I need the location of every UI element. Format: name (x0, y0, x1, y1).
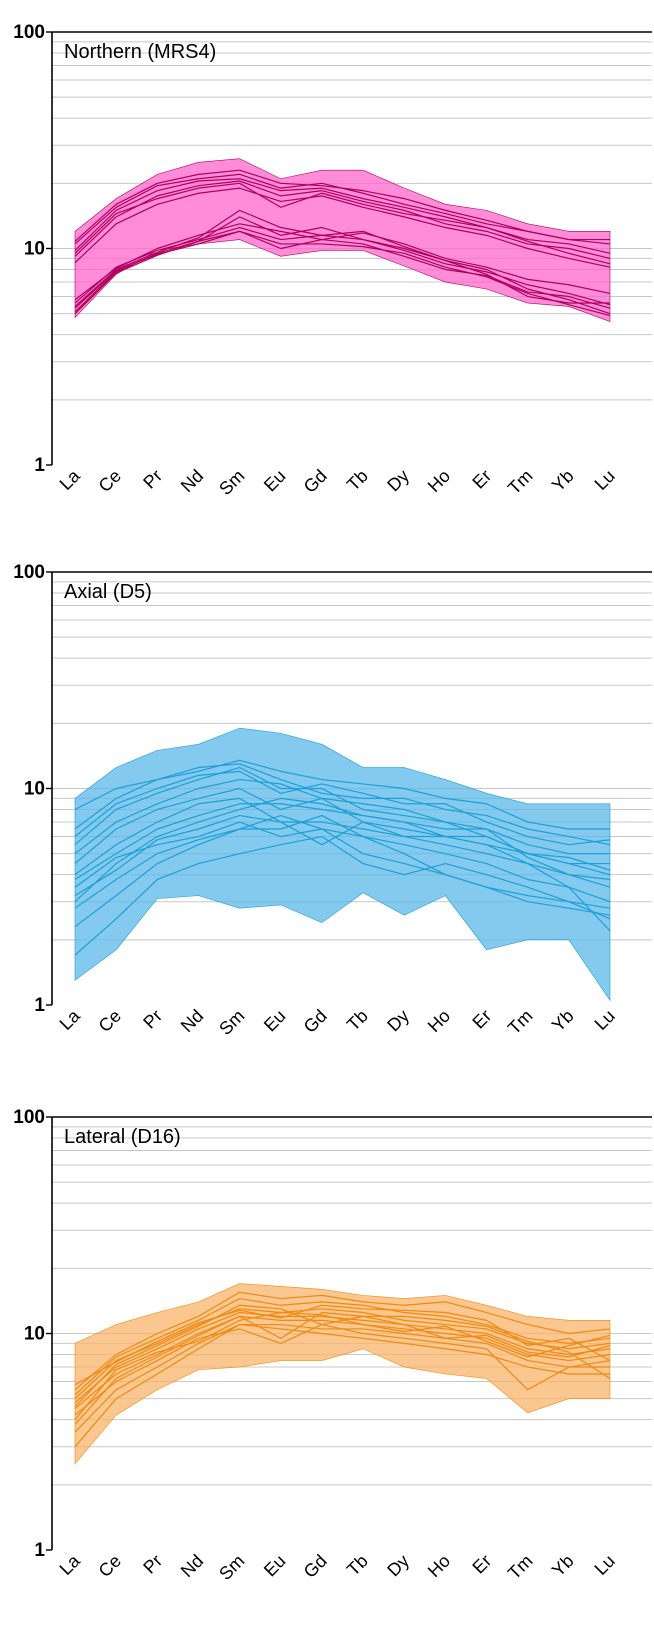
series-line-11 (74, 1304, 611, 1386)
x-tick-label: Tb (343, 1551, 372, 1580)
x-tick-label: Nd (177, 1551, 207, 1581)
y-tick-label: 1 (34, 1540, 45, 1561)
y-tick-label: 100 (13, 562, 45, 583)
x-tick-label: Gd (300, 466, 331, 497)
x-tick-label: Lu (591, 1006, 619, 1034)
series-line-1 (74, 766, 610, 855)
x-tick-label: Tm (504, 1006, 537, 1039)
range-band (74, 158, 611, 322)
series-line-9 (74, 1304, 611, 1407)
x-tick-label: La (56, 1550, 85, 1579)
series-line-5 (74, 182, 611, 265)
x-tick-label: Ho (424, 1551, 454, 1581)
series-line-10 (74, 1311, 611, 1421)
x-tick-label: Tm (504, 466, 537, 499)
y-tick-label: 10 (24, 1324, 45, 1345)
x-tick-label: Ce (95, 466, 125, 496)
series-line-1 (74, 1311, 611, 1403)
x-tick-label: Sm (215, 466, 248, 499)
series-line-5 (74, 759, 610, 830)
series-line-6 (74, 226, 611, 306)
y-tick-label: 1 (34, 995, 45, 1016)
x-tick-label: Tb (343, 1006, 372, 1035)
x-tick-label: Yb (548, 466, 578, 496)
x-tick-label: Dy (383, 1551, 413, 1581)
x-tick-label: Tb (343, 466, 372, 495)
x-tick-label: Nd (177, 466, 207, 496)
x-tick-label: La (56, 465, 85, 494)
panel-chart-0: 1 10 100 La Ce Pr Nd Sm Eu Gd Tb Dy Ho Er Tm Yb Lu Northe… (13, 22, 652, 499)
series-line-4 (74, 835, 611, 956)
series-line-3 (74, 814, 611, 928)
series-line-11 (74, 230, 611, 317)
x-tick-label: Ho (424, 1006, 454, 1036)
x-tick-label: Gd (300, 1551, 331, 1582)
y-tick-label: 10 (24, 239, 45, 260)
x-tick-label: Lu (591, 466, 619, 494)
x-tick-label: Dy (383, 1006, 413, 1036)
x-tick-label: Er (468, 1006, 495, 1033)
x-tick-label: Yb (548, 1551, 578, 1581)
x-tick-label: Nd (177, 1006, 207, 1036)
panel-title: Axial (D5) (64, 581, 152, 603)
series-line-3 (74, 187, 611, 268)
x-tick-label: Dy (383, 466, 413, 496)
x-tick-label: Eu (260, 466, 290, 496)
series-lines (74, 169, 611, 317)
series-line-4 (74, 1297, 611, 1396)
x-tick-label: Er (468, 466, 495, 493)
y-tick-label: 100 (13, 22, 45, 43)
series-line-5 (74, 1323, 610, 1448)
x-tick-label: Tm (504, 1551, 537, 1584)
y-tick-label: 100 (13, 1107, 45, 1128)
panel-chart-1: 1 10 100 La Ce Pr Nd Sm Eu Gd Tb Dy Ho Er Tm Yb Lu Axial … (13, 562, 652, 1039)
y-tick-label: 1 (34, 455, 45, 476)
series-line-8 (74, 821, 611, 903)
series-line-4 (74, 169, 610, 242)
x-tick-label: Ce (95, 1006, 125, 1036)
y-tick-label: 10 (24, 779, 45, 800)
series-line-1 (74, 178, 611, 254)
panel-title: Northern (MRS4) (64, 41, 216, 63)
x-tick-label: Pr (139, 466, 166, 493)
x-tick-label: Sm (215, 1006, 248, 1039)
x-tick-label: Ho (424, 466, 454, 496)
x-tick-label: Er (468, 1551, 495, 1578)
series-line-10 (74, 209, 610, 307)
series-line-6 (74, 1323, 610, 1416)
x-tick-label: La (56, 1005, 85, 1034)
panel-title: Lateral (D16) (64, 1126, 181, 1148)
x-tick-label: Sm (215, 1551, 248, 1584)
series-line-2 (74, 1315, 611, 1410)
series-line-8 (74, 1311, 611, 1425)
series-line-7 (74, 1291, 611, 1391)
series-lines (74, 759, 611, 956)
series-line-9 (74, 223, 611, 301)
series-line-12 (74, 770, 611, 846)
x-tick-label: Yb (548, 1006, 578, 1036)
x-tick-label: Eu (260, 1551, 290, 1581)
x-tick-label: Lu (591, 1551, 619, 1579)
series-line-2 (74, 180, 611, 259)
x-tick-label: Pr (139, 1006, 166, 1033)
x-tick-label: Eu (260, 1006, 290, 1036)
series-line-13 (74, 803, 611, 881)
x-tick-label: Pr (139, 1551, 166, 1578)
x-tick-label: Ce (95, 1551, 125, 1581)
x-tick-label: Gd (300, 1006, 331, 1037)
panel-chart-2: 1 10 100 La Ce Pr Nd Sm Eu Gd Tb Dy Ho Er Tm Yb Lu Latera… (13, 1107, 652, 1584)
series-lines (74, 1291, 611, 1448)
series-line-0 (74, 763, 611, 846)
series-line-11 (74, 814, 611, 932)
series-line-9 (74, 778, 611, 871)
